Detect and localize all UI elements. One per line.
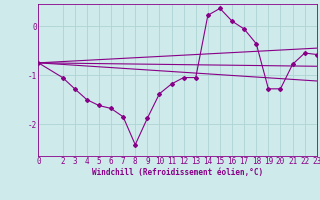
X-axis label: Windchill (Refroidissement éolien,°C): Windchill (Refroidissement éolien,°C)	[92, 168, 263, 177]
